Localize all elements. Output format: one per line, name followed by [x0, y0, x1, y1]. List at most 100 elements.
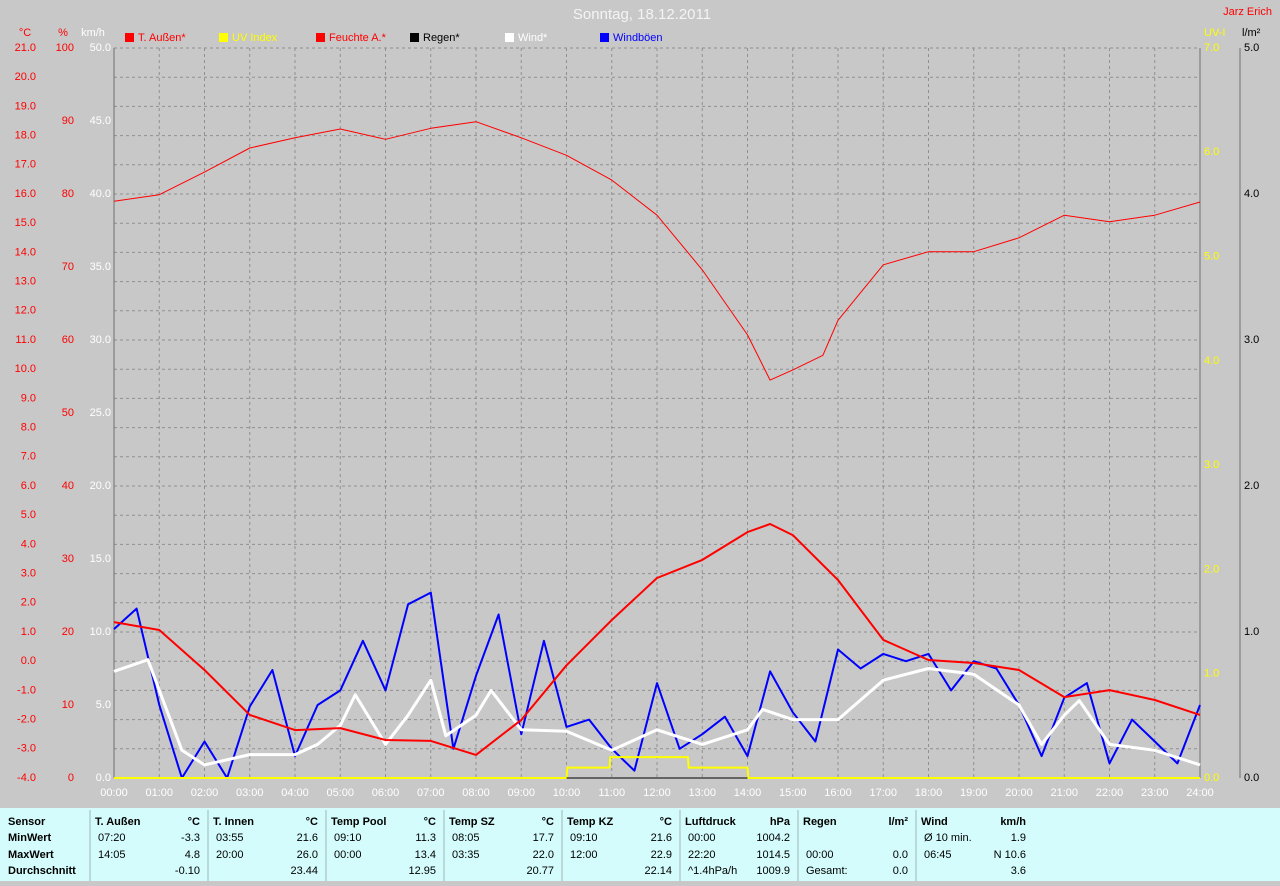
time-cell: Gesamt:	[806, 865, 848, 877]
y-tick-label: 21.0	[15, 42, 36, 54]
y-tick-label: 100	[56, 42, 74, 54]
series-line	[113, 121, 1201, 381]
value-cell: 21.6	[297, 832, 318, 844]
axis-title: %	[58, 27, 68, 39]
x-tick-label: 15:00	[779, 787, 807, 799]
group-unit: l/m²	[888, 816, 908, 828]
y-tick-label: 35.0	[90, 261, 111, 273]
y-tick-label: 16.0	[15, 188, 36, 200]
y-tick-label: 4.0	[1204, 355, 1219, 367]
time-cell: 03:55	[216, 832, 244, 844]
time-cell: 09:10	[570, 832, 598, 844]
value-cell: 22.14	[644, 865, 672, 877]
group-unit: °C	[424, 816, 436, 828]
legend-swatch	[600, 33, 609, 42]
group-unit: °C	[306, 816, 318, 828]
y-tick-label: -4.0	[17, 772, 36, 784]
y-tick-label: -2.0	[17, 714, 36, 726]
value-cell: 1.9	[1011, 832, 1026, 844]
axis-title: °C	[19, 27, 31, 39]
legend-swatch	[505, 33, 514, 42]
value-cell: N 10.6	[994, 849, 1026, 861]
y-tick-label: 17.0	[15, 159, 36, 171]
y-tick-label: 30.0	[90, 334, 111, 346]
y-tick-label: 7.0	[1204, 42, 1219, 54]
x-tick-label: 00:00	[100, 787, 128, 799]
series-line	[114, 756, 1200, 779]
group-name: T. Innen	[213, 816, 254, 828]
x-tick-label: 06:00	[372, 787, 400, 799]
time-cell: 03:35	[452, 849, 480, 861]
value-cell: 13.4	[415, 849, 436, 861]
row-label: Durchschnitt	[8, 865, 76, 877]
x-tick-label: 19:00	[960, 787, 988, 799]
y-tick-label: 14.0	[15, 246, 36, 258]
axis-title: UV-I	[1204, 27, 1225, 39]
x-tick-label: 24:00	[1186, 787, 1214, 799]
group-name: T. Außen	[95, 816, 141, 828]
value-cell: 11.3	[415, 832, 436, 844]
y-tick-label: 5.0	[1204, 250, 1219, 262]
time-cell: 14:05	[98, 849, 126, 861]
axis-title: km/h	[81, 27, 105, 39]
y-tick-label: 2.0	[1204, 563, 1219, 575]
y-tick-label: 12.0	[15, 305, 36, 317]
time-cell: Ø 10 min.	[924, 832, 972, 844]
x-tick-label: 16:00	[824, 787, 852, 799]
y-tick-label: 6.0	[1204, 146, 1219, 158]
x-tick-label: 12:00	[643, 787, 671, 799]
value-cell: 22.9	[651, 849, 672, 861]
y-tick-label: 90	[62, 115, 74, 127]
legend-swatch	[316, 33, 325, 42]
y-tick-label: 30	[62, 553, 74, 565]
value-cell: 22.0	[533, 849, 554, 861]
time-cell: 12:00	[570, 849, 598, 861]
owner: Jarz Erich	[1223, 6, 1272, 18]
stats-background	[0, 808, 1280, 881]
x-tick-label: 10:00	[553, 787, 581, 799]
legend-label: Regen*	[423, 32, 460, 44]
y-tick-label: 20.0	[15, 71, 36, 83]
legend-swatch	[219, 33, 228, 42]
y-tick-label: 70	[62, 261, 74, 273]
value-cell: 1009.9	[756, 865, 790, 877]
x-tick-label: 04:00	[281, 787, 309, 799]
y-tick-label: 50	[62, 407, 74, 419]
legend-swatch	[410, 33, 419, 42]
y-tick-label: 3.0	[21, 568, 36, 580]
group-name: Temp KZ	[567, 816, 614, 828]
y-tick-label: 11.0	[15, 334, 36, 346]
group-unit: °C	[660, 816, 672, 828]
y-tick-label: 40	[62, 480, 74, 492]
value-cell: 1004.2	[756, 832, 790, 844]
x-tick-label: 18:00	[915, 787, 943, 799]
time-cell: 08:05	[452, 832, 480, 844]
y-tick-label: 6.0	[21, 480, 36, 492]
x-tick-label: 17:00	[869, 787, 897, 799]
time-cell: 22:20	[688, 849, 716, 861]
y-tick-label: 2.0	[1244, 480, 1259, 492]
legend-label: Wind*	[518, 32, 548, 44]
y-tick-label: 0.0	[1244, 772, 1259, 784]
x-tick-label: 23:00	[1141, 787, 1169, 799]
y-tick-label: 3.0	[1204, 459, 1219, 471]
y-tick-label: 5.0	[96, 699, 111, 711]
x-tick-label: 01:00	[145, 787, 173, 799]
time-cell: 00:00	[334, 849, 362, 861]
y-tick-label: 80	[62, 188, 74, 200]
y-tick-label: 45.0	[90, 115, 111, 127]
chart-title: Sonntag, 18.12.2011	[573, 6, 711, 23]
y-tick-label: 60	[62, 334, 74, 346]
value-cell: 4.8	[185, 849, 200, 861]
group-name: Luftdruck	[685, 816, 737, 828]
value-cell: 20.77	[526, 865, 554, 877]
y-tick-label: 1.0	[1204, 668, 1219, 680]
y-tick-label: 20.0	[90, 480, 111, 492]
group-unit: °C	[188, 816, 200, 828]
y-tick-label: 10.0	[15, 363, 36, 375]
group-name: Temp Pool	[331, 816, 386, 828]
time-cell: 09:10	[334, 832, 362, 844]
y-tick-label: 10	[62, 699, 74, 711]
y-tick-label: 0.0	[96, 772, 111, 784]
y-tick-label: 0.0	[1204, 772, 1219, 784]
